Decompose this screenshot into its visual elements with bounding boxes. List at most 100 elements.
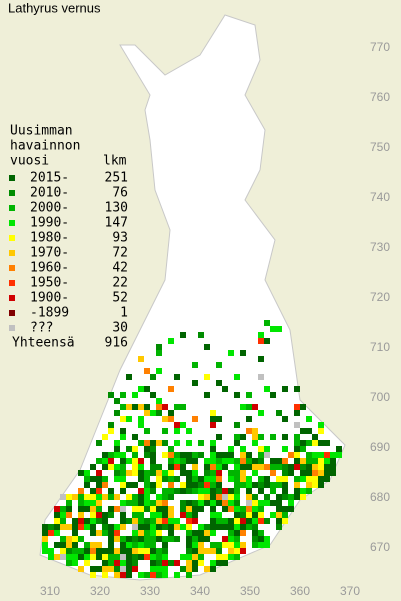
observation-square [222, 524, 228, 530]
observation-square [48, 524, 54, 530]
observation-square [222, 518, 228, 524]
observation-square [246, 476, 252, 482]
legend-swatch [9, 280, 15, 286]
observation-square [228, 530, 234, 536]
observation-square [126, 554, 132, 560]
observation-square [150, 452, 156, 458]
observation-square [144, 548, 150, 554]
observation-square [138, 440, 144, 446]
observation-square [78, 566, 84, 572]
legend-count: 42 [112, 261, 128, 276]
observation-square [186, 554, 192, 560]
observation-square [264, 464, 270, 470]
observation-square [246, 404, 252, 410]
observation-square [132, 506, 138, 512]
observation-square [138, 572, 144, 578]
observation-square [216, 524, 222, 530]
observation-square [216, 470, 222, 476]
observation-square [114, 398, 120, 404]
observation-square [132, 404, 138, 410]
observation-square [84, 506, 90, 512]
observation-square [150, 566, 156, 572]
observation-square [114, 440, 120, 446]
observation-square [228, 446, 234, 452]
observation-square [150, 548, 156, 554]
observation-square [138, 476, 144, 482]
observation-square [126, 416, 132, 422]
observation-square [162, 404, 168, 410]
observation-square [198, 524, 204, 530]
observation-square [252, 482, 258, 488]
observation-square [144, 368, 150, 374]
observation-square [270, 464, 276, 470]
observation-square [114, 464, 120, 470]
observation-square [198, 332, 204, 338]
observation-square [120, 536, 126, 542]
observation-square [126, 536, 132, 542]
observation-square [300, 470, 306, 476]
observation-square [144, 500, 150, 506]
observation-square [150, 464, 156, 470]
legend-count: 30 [112, 321, 128, 336]
observation-square [108, 524, 114, 530]
observation-square [270, 512, 276, 518]
observation-square [270, 482, 276, 488]
observation-square [264, 494, 270, 500]
observation-square [84, 548, 90, 554]
observation-square [126, 446, 132, 452]
observation-square [84, 518, 90, 524]
observation-square [138, 536, 144, 542]
observation-square [192, 488, 198, 494]
observation-square [330, 452, 336, 458]
observation-square [192, 512, 198, 518]
observation-square [186, 548, 192, 554]
observation-square [210, 446, 216, 452]
observation-square [168, 410, 174, 416]
y-axis-label: 760 [370, 90, 390, 104]
observation-square [192, 470, 198, 476]
observation-square [228, 506, 234, 512]
x-axis-label: 370 [340, 584, 360, 598]
observation-square [288, 506, 294, 512]
observation-square [234, 536, 240, 542]
observation-square [234, 440, 240, 446]
observation-square [276, 512, 282, 518]
observation-square [198, 548, 204, 554]
observation-square [42, 548, 48, 554]
observation-square [84, 542, 90, 548]
observation-square [210, 440, 216, 446]
observation-square [102, 494, 108, 500]
observation-square [294, 422, 300, 428]
observation-square [258, 458, 264, 464]
observation-square [144, 542, 150, 548]
observation-square [204, 470, 210, 476]
observation-square [210, 410, 216, 416]
observation-square [96, 440, 102, 446]
observation-square [234, 518, 240, 524]
observation-square [210, 458, 216, 464]
observation-square [234, 542, 240, 548]
observation-square [234, 494, 240, 500]
observation-square [168, 518, 174, 524]
y-axis-label: 730 [370, 240, 390, 254]
observation-square [198, 542, 204, 548]
observation-square [168, 338, 174, 344]
observation-square [282, 464, 288, 470]
observation-square [138, 500, 144, 506]
observation-square [198, 476, 204, 482]
observation-square [144, 428, 150, 434]
observation-square [138, 386, 144, 392]
observation-square [90, 542, 96, 548]
observation-square [156, 518, 162, 524]
observation-square [192, 500, 198, 506]
observation-square [138, 464, 144, 470]
observation-square [84, 524, 90, 530]
observation-square [234, 482, 240, 488]
observation-square [120, 458, 126, 464]
observation-square [240, 530, 246, 536]
observation-square [240, 506, 246, 512]
observation-square [252, 542, 258, 548]
observation-square [132, 392, 138, 398]
observation-square [138, 404, 144, 410]
